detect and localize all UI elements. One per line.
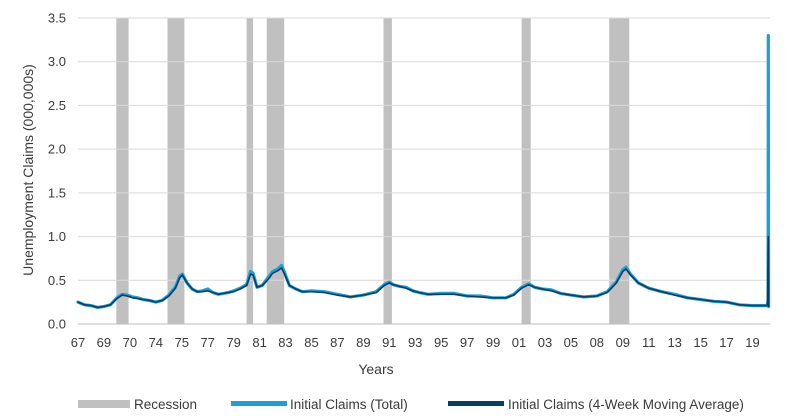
x-tick-label: 13 <box>667 335 681 350</box>
y-tick-label: 2.5 <box>48 98 66 113</box>
legend: Recession Initial Claims (Total) Initial… <box>78 397 744 412</box>
recession-band-2 <box>246 18 254 324</box>
y-tick-label: 1.0 <box>48 229 66 244</box>
recession-band-5 <box>521 18 531 324</box>
x-tick-label: 83 <box>278 335 292 350</box>
series-line-initial-claims-4wk <box>77 235 770 309</box>
y-tick-label: 0.0 <box>48 317 66 332</box>
y-tick-label: 3.0 <box>48 54 66 69</box>
x-tick-label: 67 <box>71 335 85 350</box>
x-tick-label: 05 <box>564 335 578 350</box>
x-tick-label: 79 <box>226 335 240 350</box>
x-tick-label: 75 <box>175 335 189 350</box>
y-axis-title: Unemployment Claims (000,000s) <box>20 64 36 276</box>
x-tick-label: 15 <box>693 335 707 350</box>
recession-bands <box>116 18 630 324</box>
x-tick-label: 93 <box>408 335 422 350</box>
y-tick-label: 3.5 <box>48 11 66 26</box>
recession-band-6 <box>609 18 630 324</box>
x-tick-label: 85 <box>304 335 318 350</box>
x-tick-label: 87 <box>330 335 344 350</box>
x-tick-label: 17 <box>719 335 733 350</box>
plot-lines <box>76 33 771 309</box>
x-tick-label: 19 <box>745 335 759 350</box>
x-tick-label: 70 <box>123 335 137 350</box>
y-tick-labels: 0.0 0.5 1.0 1.5 2.0 2.5 3.0 3.5 <box>48 11 66 332</box>
x-tick-label: 77 <box>200 335 214 350</box>
legend-label-recession: Recession <box>134 397 197 412</box>
x-tick-label: 99 <box>486 335 500 350</box>
x-axis-title: Years <box>358 361 393 377</box>
y-tick-label: 0.5 <box>48 273 66 288</box>
legend-label-initial-claims-total: Initial Claims (Total) <box>290 397 408 412</box>
x-tick-labels: 67 69 70 74 75 77 79 81 83 85 87 89 91 93 95 97 99 01 03 05… <box>71 335 760 350</box>
x-tick-label: 08 <box>590 335 604 350</box>
x-tick-label: 01 <box>512 335 526 350</box>
x-tick-label: 97 <box>460 335 474 350</box>
legend-swatch-recession <box>78 400 130 408</box>
legend-label-initial-claims-4wk: Initial Claims (4-Week Moving Average) <box>508 397 744 412</box>
recession-band-0 <box>116 18 129 324</box>
x-tick-label: 69 <box>97 335 111 350</box>
x-tick-label: 95 <box>434 335 448 350</box>
recession-band-3 <box>266 18 285 324</box>
x-tick-label: 11 <box>642 335 656 350</box>
legend-swatch-initial-claims-4wk <box>448 401 504 406</box>
gridlines <box>78 17 770 325</box>
x-tick-label: 81 <box>252 335 266 350</box>
x-tick-label: 89 <box>356 335 370 350</box>
y-tick-label: 2.0 <box>48 142 66 157</box>
recession-band-1 <box>167 18 185 324</box>
x-tick-label: 03 <box>538 335 552 350</box>
x-tick-label: 09 <box>616 335 630 350</box>
legend-swatch-initial-claims-total <box>231 401 287 406</box>
y-tick-label: 1.5 <box>48 185 66 200</box>
recession-band-4 <box>383 18 392 324</box>
x-tick-label: 91 <box>382 335 396 350</box>
x-tick-label: 74 <box>149 335 163 350</box>
